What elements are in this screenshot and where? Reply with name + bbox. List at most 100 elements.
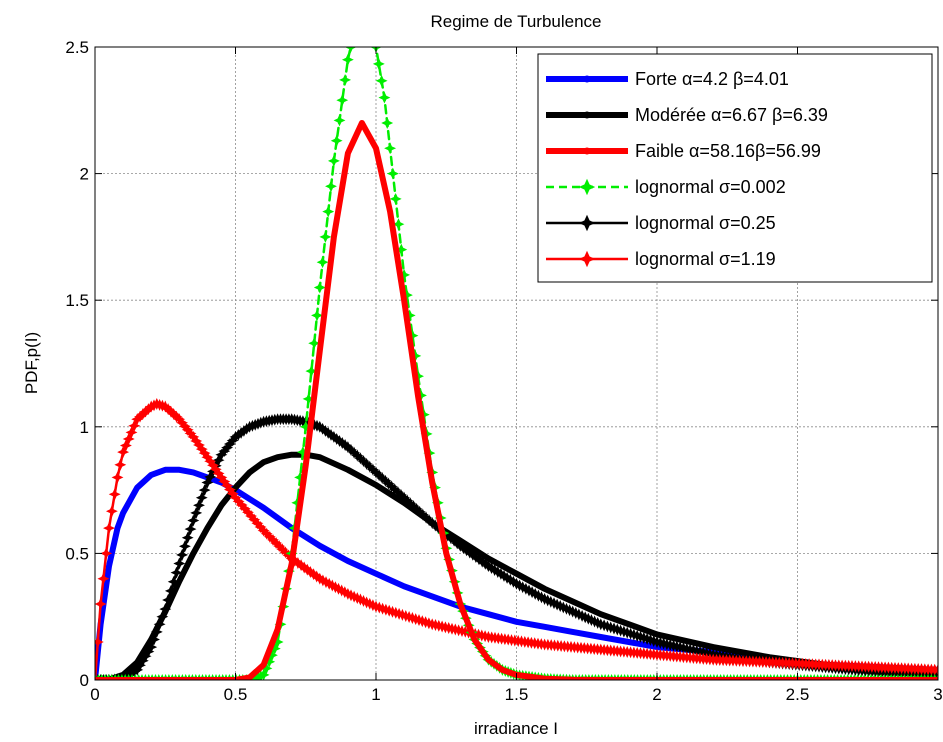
data-point — [404, 316, 410, 322]
data-point — [339, 184, 345, 190]
data-point — [935, 677, 938, 680]
data-point — [201, 476, 214, 489]
data-point — [367, 135, 373, 141]
data-point — [196, 540, 202, 546]
data-point — [97, 572, 110, 585]
data-point — [480, 649, 486, 655]
data-point — [269, 640, 275, 647]
data-point — [167, 575, 180, 588]
data-point — [328, 257, 334, 263]
data-point — [387, 209, 393, 215]
data-point — [103, 522, 115, 535]
data-point — [114, 525, 121, 531]
data-point — [159, 603, 172, 616]
legend-label: lognormal σ=0.25 — [635, 213, 776, 233]
data-point — [173, 557, 186, 570]
data-point — [378, 91, 391, 104]
data-point — [311, 309, 323, 322]
data-point — [381, 117, 394, 129]
data-point — [289, 560, 295, 567]
data-point — [356, 126, 362, 132]
data-point — [170, 566, 183, 579]
data-point — [477, 645, 483, 651]
data-point — [359, 120, 365, 126]
data-point — [145, 641, 158, 654]
data-point — [106, 563, 112, 569]
data-point — [389, 192, 402, 205]
y-tick-label: 0 — [80, 671, 89, 690]
data-point — [195, 491, 208, 504]
legend-marker — [578, 214, 596, 232]
data-point — [199, 535, 205, 541]
data-point — [105, 505, 118, 518]
data-point — [125, 426, 138, 439]
chart-title: Regime de Turbulence — [430, 12, 601, 31]
series-2 — [95, 120, 938, 680]
legend-label: lognormal σ=0.002 — [635, 177, 786, 197]
data-point — [184, 523, 197, 536]
data-point — [120, 510, 126, 516]
y-tick-label: 0.5 — [65, 544, 89, 563]
data-point — [153, 618, 166, 631]
data-point — [317, 348, 323, 354]
legend-box — [537, 53, 933, 283]
data-point — [296, 446, 309, 459]
data-point — [117, 446, 130, 459]
data-point — [449, 571, 455, 577]
data-point — [286, 574, 292, 580]
data-point — [283, 587, 289, 593]
data-point — [345, 150, 351, 156]
x-tick-label: 3 — [933, 685, 942, 704]
data-point — [393, 244, 399, 250]
data-point — [350, 138, 357, 144]
legend-marker — [583, 111, 591, 119]
data-point — [306, 439, 312, 445]
data-point — [103, 582, 109, 589]
data-point — [150, 625, 163, 638]
data-point — [320, 325, 326, 331]
data-point — [198, 484, 211, 497]
data-point — [330, 134, 343, 147]
data-point — [266, 648, 272, 654]
y-tick-label: 2.5 — [65, 38, 89, 57]
data-point — [415, 393, 421, 399]
data-point — [418, 411, 424, 417]
data-point — [202, 530, 208, 536]
data-point — [373, 145, 379, 151]
data-point — [426, 462, 432, 468]
data-point — [365, 130, 371, 136]
data-point — [302, 392, 315, 405]
data-point — [272, 633, 278, 640]
data-point — [221, 499, 227, 505]
data-point — [421, 428, 427, 434]
data-point — [173, 584, 180, 590]
legend-marker — [583, 75, 591, 83]
data-point — [308, 416, 314, 422]
data-point — [277, 613, 284, 619]
data-point — [412, 374, 418, 380]
data-point — [131, 490, 137, 496]
data-point — [181, 531, 194, 544]
data-point — [333, 114, 346, 127]
data-point — [95, 636, 104, 648]
series-layer — [95, 47, 938, 680]
data-point — [275, 626, 281, 633]
data-point — [224, 495, 230, 501]
data-point — [452, 581, 458, 587]
data-point — [176, 578, 182, 584]
data-point — [213, 511, 219, 517]
x-tick-label: 2.5 — [786, 685, 810, 704]
data-point — [407, 336, 413, 342]
data-point — [468, 629, 475, 636]
data-point — [193, 545, 199, 551]
data-point — [409, 355, 416, 361]
data-point — [322, 302, 328, 308]
data-point — [123, 505, 129, 511]
ticks: 0 0.5 1 1.5 2 2.5 3 0 0.5 1 1.5 2 2.5 — [65, 38, 942, 704]
data-point — [207, 520, 213, 527]
data-point — [438, 522, 444, 528]
data-point — [185, 561, 191, 568]
data-point — [325, 180, 337, 193]
data-point — [305, 365, 318, 378]
